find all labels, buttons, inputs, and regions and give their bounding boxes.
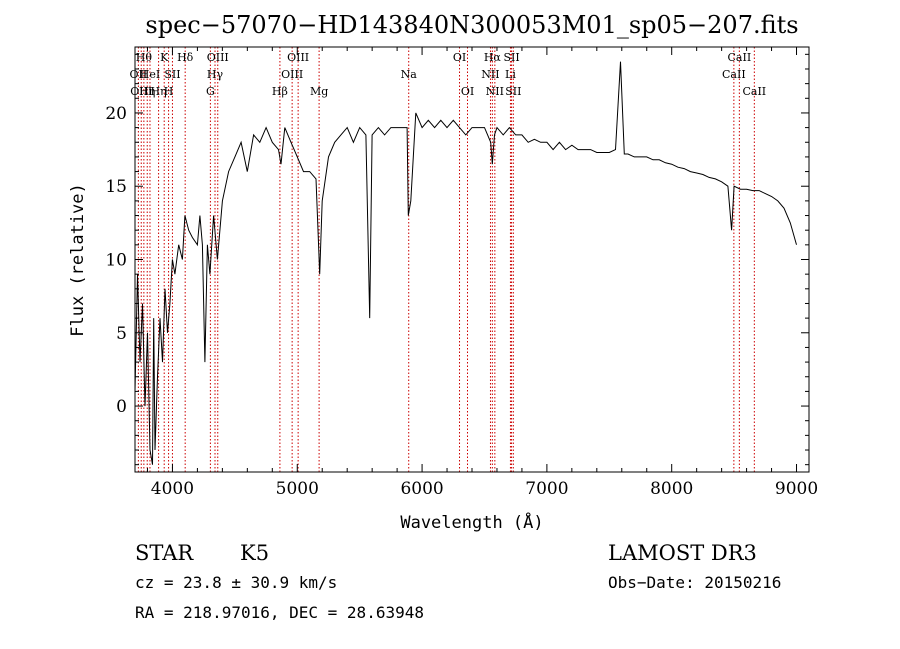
line-marker-label: H: [164, 85, 174, 98]
line-marker-label: OI: [461, 85, 474, 98]
line-marker-label: Hδ: [177, 51, 194, 64]
line-marker-label: Hα: [484, 51, 502, 64]
y-tick-label: 0: [116, 397, 127, 417]
x-tick-label: 4000: [151, 479, 194, 499]
line-marker-label: K: [160, 51, 169, 64]
coordinates-readout: RA = 218.97016, DEC = 28.63948: [135, 603, 424, 622]
line-marker-label: Mg: [310, 85, 328, 98]
line-marker-label: Li: [505, 68, 516, 81]
x-tick-label: 6000: [400, 479, 443, 499]
chart-title: spec−57070−HD143840N300053M01_sp05−207.f…: [145, 11, 798, 39]
line-marker-label: Hγ: [207, 68, 224, 81]
y-axis-ticks: 0 5 10 15 20: [105, 53, 809, 466]
redshift-readout: cz = 23.8 ± 30.9 km/s: [135, 573, 337, 592]
x-axis-ticks: 4000 5000 6000 7000 8000 9000: [146, 47, 818, 499]
line-marker-labels: OII OIII Hθ Hη HeI Hη K H SII Hδ G Hγ OIII Hβ OIII OIII…: [130, 51, 767, 98]
object-subclass: K5: [240, 541, 269, 565]
line-marker-label: OIII: [287, 51, 309, 64]
line-marker-label: OIII: [130, 85, 152, 98]
object-class: STAR: [135, 541, 194, 565]
y-tick-label: 20: [105, 104, 127, 124]
line-marker-label: NII: [486, 85, 504, 98]
x-axis-label: Wavelength (Å): [400, 511, 543, 533]
x-tick-label: 9000: [775, 479, 818, 499]
y-tick-label: 15: [105, 177, 127, 197]
x-tick-label: 7000: [525, 479, 568, 499]
line-markers: [137, 47, 755, 472]
line-marker-label: CaII: [742, 85, 766, 98]
line-marker-label: SII: [503, 51, 519, 64]
line-marker-label: Na: [401, 68, 418, 81]
spectrum-line: [134, 61, 797, 465]
line-marker-label: Hη: [139, 85, 155, 98]
line-marker-label: OIII: [207, 51, 229, 64]
line-marker-label: OI: [453, 51, 466, 64]
line-marker-label: SII: [164, 68, 180, 81]
line-marker-label: CaII: [722, 68, 746, 81]
y-axis-label: Flux (relative): [68, 183, 88, 337]
line-marker-label: G: [206, 85, 215, 98]
observation-date: Obs−Date: 20150216: [608, 573, 781, 592]
y-tick-label: 5: [116, 324, 127, 344]
plot-frame: [134, 46, 810, 473]
line-marker-label: SII: [505, 85, 521, 98]
line-marker-label: HeI: [140, 68, 160, 81]
line-marker-label: Hθ: [136, 51, 153, 64]
line-marker-label: OIII: [281, 68, 303, 81]
line-marker-label: CaII: [728, 51, 752, 64]
line-marker-label: Hη: [150, 85, 166, 98]
line-marker-label: Hβ: [272, 85, 288, 98]
line-marker-label: OII: [130, 68, 148, 81]
line-marker-label: NII: [481, 68, 499, 81]
y-tick-label: 10: [105, 251, 127, 271]
survey-name: LAMOST DR3: [608, 541, 757, 565]
x-tick-label: 8000: [650, 479, 693, 499]
x-tick-label: 5000: [276, 479, 319, 499]
